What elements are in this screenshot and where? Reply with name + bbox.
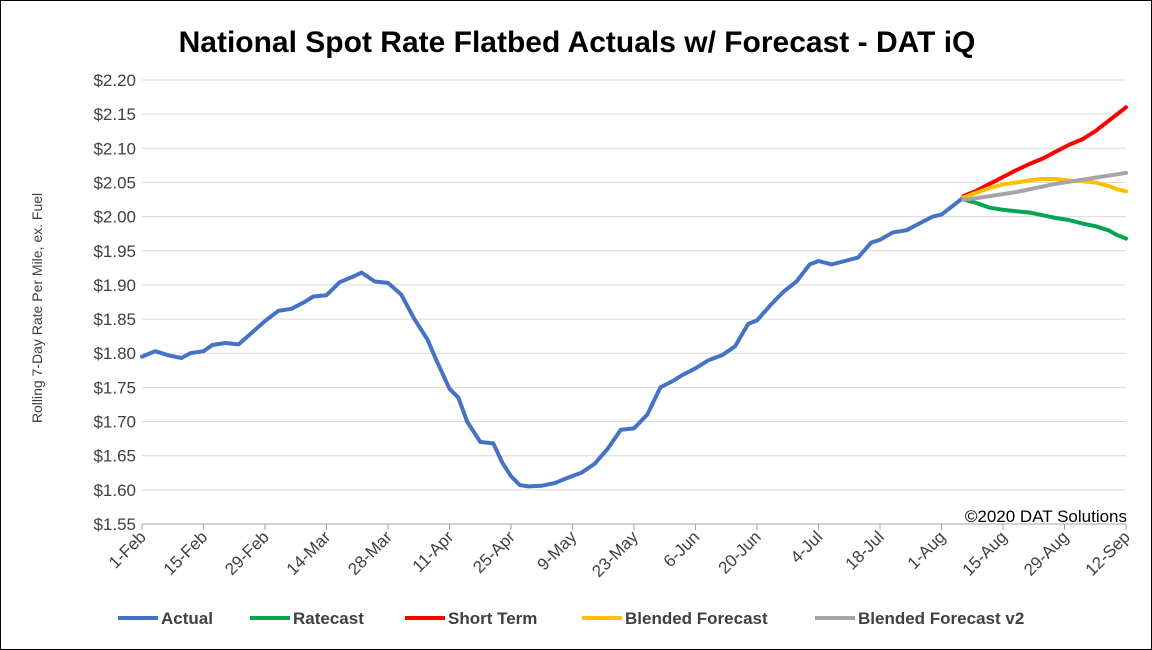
legend-label-blended-forecast-v2: Blended Forecast v2 [858,609,1024,628]
y-tick-label: $1.80 [93,344,136,363]
y-tick-label: $1.60 [93,481,136,500]
y-tick-label: $1.55 [93,515,136,534]
gridlines [142,79,1126,491]
legend-label-blended-forecast: Blended Forecast [625,609,768,628]
series-line-blended-forecast-v2 [961,170,1128,202]
legend-label-actual: Actual [161,609,213,628]
series-lines [140,105,1128,489]
y-tick-label: $1.85 [93,310,136,329]
y-tick-label: $2.00 [93,208,136,227]
series-line-ratecast [961,197,1128,241]
y-axis-label: Rolling 7-Day Rate Per Mile, ex. Fuel [29,193,45,423]
y-tick-label: $2.15 [93,105,136,124]
legend-label-ratecast: Ratecast [293,609,364,628]
legend: Actual Ratecast Short Term Blended Forecast… [118,609,1024,628]
y-tick-label: $1.70 [93,413,136,432]
y-tick-label: $1.95 [93,242,136,261]
y-tick-label: $2.05 [93,173,136,192]
legend-label-short-term: Short Term [448,609,537,628]
series-line-short-term [961,105,1128,199]
copyright-annotation: ©2020 DAT Solutions [965,507,1127,526]
y-tick-label: $1.75 [93,378,136,397]
y-tick-label: $1.90 [93,276,136,295]
y-tick-label: $2.20 [93,71,136,90]
y-axis: $1.55 $1.60 $1.65 $1.70 $1.75 $1.80 $1.85 $1.90… [93,71,136,534]
series-line-blended-forecast [961,177,1128,200]
y-tick-label: $2.10 [93,139,136,158]
chart-title: National Spot Rate Flatbed Actuals w/ Fo… [179,26,976,59]
series-line-actual [140,195,966,489]
y-tick-label: $1.65 [93,447,136,466]
